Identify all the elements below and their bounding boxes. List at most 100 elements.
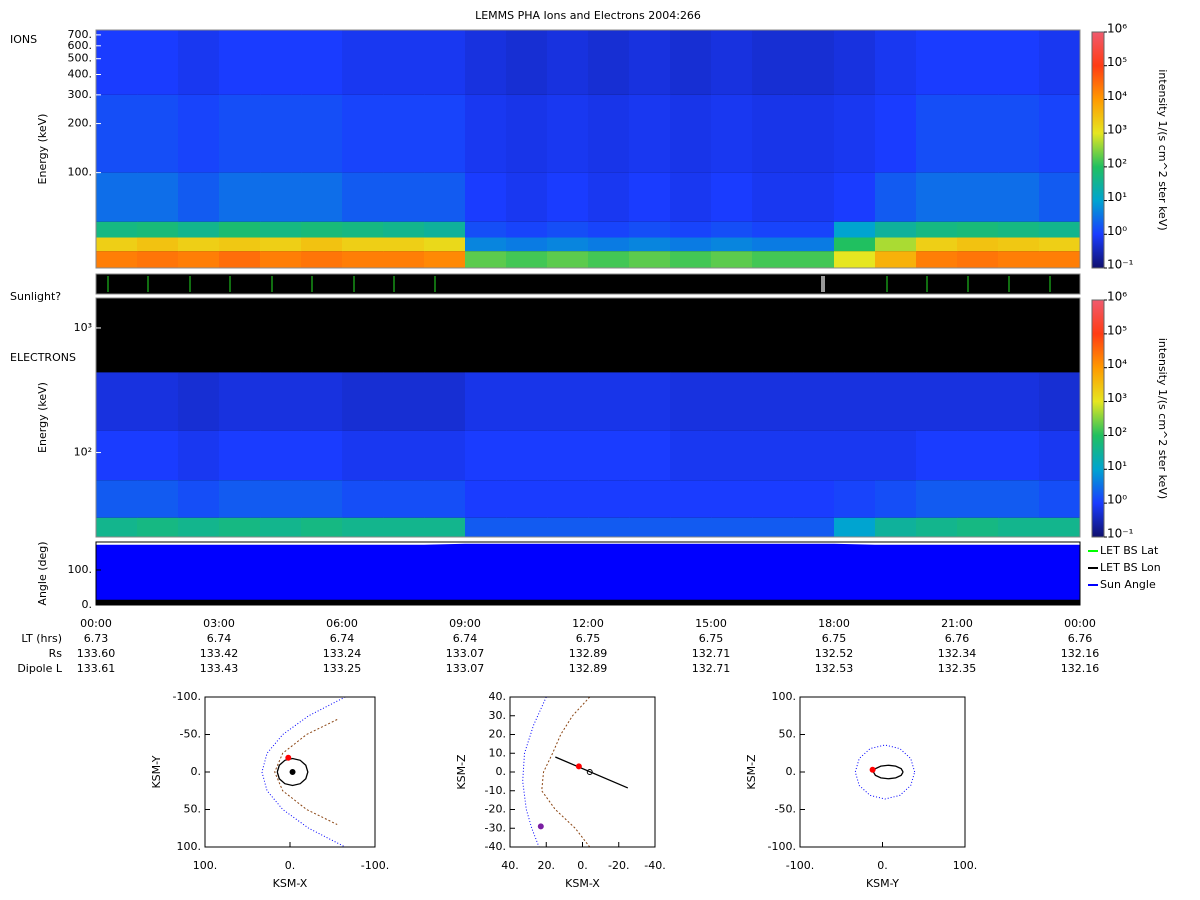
heatmap-cell — [793, 221, 835, 238]
heatmap-cell — [137, 517, 179, 537]
colorbar-tick-label: 10⁻¹ — [1107, 258, 1134, 272]
heatmap-cell — [260, 372, 302, 431]
heatmap-cell — [916, 237, 958, 252]
heatmap-cell — [834, 237, 876, 252]
heatmap-cell — [629, 30, 671, 95]
heatmap-cell — [342, 372, 384, 431]
heatmap-cell — [465, 480, 507, 518]
heatmap-cell — [752, 372, 794, 431]
series-line — [276, 757, 309, 787]
heatmap-cell — [219, 251, 261, 268]
heatmap-cell — [670, 430, 712, 481]
heatmap-cell — [998, 237, 1040, 252]
heatmap-cell — [588, 480, 630, 518]
heatmap-cell — [465, 172, 507, 222]
y-tick-label: -50. — [775, 803, 796, 816]
heatmap-cell — [260, 430, 302, 481]
heatmap-cell — [875, 221, 917, 238]
heatmap-cell — [670, 372, 712, 431]
heatmap-cell — [957, 430, 999, 481]
y-tick-label: 400. — [68, 68, 93, 81]
y-tick-label: 40. — [489, 690, 507, 703]
heatmap-cell — [547, 30, 589, 95]
y-tick-label: 100. — [68, 563, 93, 576]
heatmap-cell — [998, 30, 1040, 95]
heatmap-cell — [711, 480, 753, 518]
position-marker — [285, 754, 292, 761]
x-tick-label: 00:00 — [80, 617, 112, 630]
heatmap-cell — [957, 172, 999, 222]
heatmap-cell — [711, 517, 753, 537]
y-tick-label: 100. — [68, 166, 93, 179]
heatmap-cell — [342, 517, 384, 537]
heatmap-cell — [547, 430, 589, 481]
y-tick-label: -30. — [485, 821, 506, 834]
heatmap-cell — [178, 172, 220, 222]
heatmap-cell — [260, 251, 302, 268]
colorbar-tick-label: 10⁴ — [1107, 357, 1127, 371]
heatmap-cell — [629, 372, 671, 431]
heatmap-cell — [547, 94, 589, 173]
heatmap-cell — [793, 430, 835, 481]
ephemeris-value: 133.42 — [200, 647, 239, 660]
heatmap-cell — [752, 517, 794, 537]
sunlight-gap — [821, 276, 825, 292]
heatmap-cell — [916, 251, 958, 268]
heatmap-cell — [1039, 430, 1081, 481]
heatmap-cell — [834, 430, 876, 481]
y-tick-label: -50. — [180, 728, 201, 741]
heatmap-cell — [178, 221, 220, 238]
heatmap-cell — [670, 237, 712, 252]
ephemeris-value: 6.74 — [330, 632, 355, 645]
heatmap-cell — [1039, 172, 1081, 222]
ephemeris-value: 133.25 — [323, 662, 362, 675]
heatmap-cell — [260, 517, 302, 537]
heatmap-cell — [219, 30, 261, 95]
ephemeris-value: 6.75 — [699, 632, 724, 645]
heatmap-cell — [711, 221, 753, 238]
heatmap-cell — [588, 372, 630, 431]
heatmap-cell — [260, 480, 302, 518]
heatmap-cell — [383, 517, 425, 537]
heatmap-cell — [670, 94, 712, 173]
heatmap-cell — [752, 30, 794, 95]
heatmap-cell — [465, 517, 507, 537]
y-tick-label: 100. — [177, 840, 202, 853]
heatmap-cell — [793, 30, 835, 95]
heatmap-cell — [301, 172, 343, 222]
heatmap-cell — [916, 517, 958, 537]
heatmap-cell — [424, 480, 466, 518]
heatmap-cell — [219, 480, 261, 518]
heatmap-cell — [178, 94, 220, 173]
heatmap-cell — [1039, 480, 1081, 518]
heatmap-cell — [178, 251, 220, 268]
colorbar-tick-label: 10¹ — [1107, 190, 1127, 204]
heatmap-cell — [998, 517, 1040, 537]
position-marker — [869, 766, 876, 773]
heatmap-cell — [96, 480, 138, 518]
heatmap-cell — [588, 517, 630, 537]
heatmap-cell — [178, 430, 220, 481]
heatmap-cell — [629, 480, 671, 518]
heatmap-cell — [957, 30, 999, 95]
heatmap-cell — [957, 221, 999, 238]
y-tick-label: 10³ — [74, 321, 92, 334]
ephemeris-value: 6.75 — [822, 632, 847, 645]
heatmap-cell — [219, 94, 261, 173]
x-tick-label: 12:00 — [572, 617, 604, 630]
heatmap-cell — [998, 251, 1040, 268]
y-tick-label: 600. — [68, 39, 93, 52]
plot-background — [510, 697, 655, 847]
heatmap-cell — [1039, 237, 1081, 252]
y-tick-label: -20. — [485, 803, 506, 816]
heatmap-cell — [342, 94, 384, 173]
y-tick-label: 20. — [489, 728, 507, 741]
legend-label: LET BS Lat — [1100, 544, 1159, 557]
heatmap-cell — [916, 94, 958, 173]
y-tick-label: 10² — [74, 446, 92, 459]
heatmap-cell — [424, 221, 466, 238]
heatmap-cell — [752, 480, 794, 518]
heatmap-cell — [711, 372, 753, 431]
ephemeris-value: 133.43 — [200, 662, 239, 675]
